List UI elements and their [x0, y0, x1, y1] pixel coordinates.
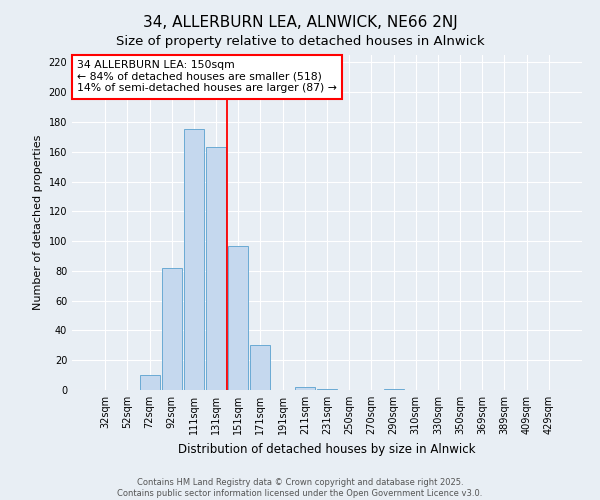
Text: 34, ALLERBURN LEA, ALNWICK, NE66 2NJ: 34, ALLERBURN LEA, ALNWICK, NE66 2NJ: [143, 15, 457, 30]
X-axis label: Distribution of detached houses by size in Alnwick: Distribution of detached houses by size …: [178, 442, 476, 456]
Bar: [140, 375, 160, 390]
Bar: [317, 388, 337, 390]
Text: 34 ALLERBURN LEA: 150sqm
← 84% of detached houses are smaller (518)
14% of semi-: 34 ALLERBURN LEA: 150sqm ← 84% of detach…: [77, 60, 337, 93]
Y-axis label: Number of detached properties: Number of detached properties: [33, 135, 43, 310]
Bar: [184, 130, 204, 390]
Bar: [162, 268, 182, 390]
Bar: [383, 388, 404, 390]
Bar: [206, 148, 226, 390]
Text: Contains HM Land Registry data © Crown copyright and database right 2025.
Contai: Contains HM Land Registry data © Crown c…: [118, 478, 482, 498]
Bar: [295, 387, 315, 390]
Bar: [250, 346, 271, 390]
Text: Size of property relative to detached houses in Alnwick: Size of property relative to detached ho…: [116, 35, 484, 48]
Bar: [228, 246, 248, 390]
